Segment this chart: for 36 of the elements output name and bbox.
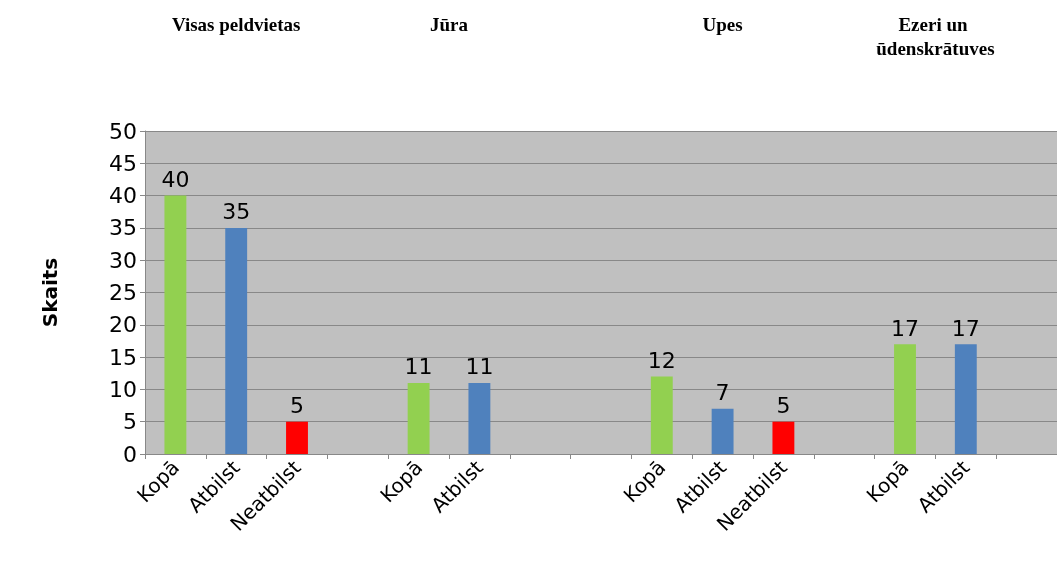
bar	[225, 227, 248, 454]
text: Ezeri un ūdenskrātuves	[876, 13, 995, 59]
y-tick-label: 5	[123, 409, 137, 435]
y-tick-label: 0	[123, 441, 137, 467]
y-tick-label: 40	[109, 183, 137, 209]
data-label: 12	[647, 347, 676, 373]
bar	[164, 195, 187, 454]
data-label: 11	[465, 354, 494, 380]
bar	[650, 376, 673, 454]
y-tick-label: 30	[109, 247, 137, 273]
y-tick-label: 50	[109, 118, 137, 144]
y-tick-label: 35	[109, 215, 137, 241]
data-label: 40	[161, 167, 190, 193]
data-label: 7	[715, 380, 730, 406]
y-tick-label: 20	[109, 312, 137, 338]
y-tick-label: 45	[109, 150, 137, 176]
data-label: 5	[290, 393, 304, 419]
y-axis-title: Skaits	[38, 257, 62, 328]
text: Upes	[702, 13, 743, 35]
data-label: 17	[891, 315, 919, 341]
bar	[772, 421, 795, 454]
bar	[894, 344, 916, 454]
bar	[468, 382, 491, 454]
bar	[954, 344, 977, 454]
data-label: 5	[776, 393, 791, 419]
data-label: 35	[222, 199, 251, 225]
bar	[711, 408, 734, 454]
bar	[286, 421, 308, 454]
text: Visas peldvietas	[171, 13, 301, 35]
y-tick-label: 15	[109, 344, 137, 370]
data-label: 11	[404, 354, 433, 380]
data-label: 17	[951, 315, 980, 341]
y-tick-label: 25	[109, 280, 137, 305]
text: Jūra	[430, 13, 469, 35]
bar	[407, 382, 430, 454]
y-tick-label: 10	[109, 376, 137, 402]
